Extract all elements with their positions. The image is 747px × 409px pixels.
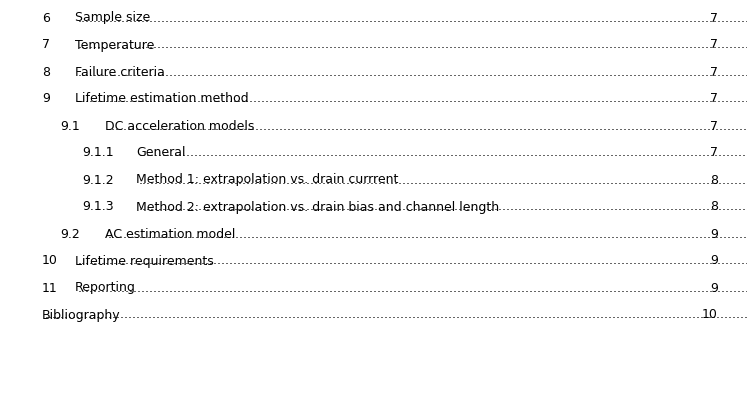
Text: 8: 8 — [710, 173, 718, 186]
Text: 9.1.1: 9.1.1 — [82, 146, 114, 159]
Text: 9.1.2: 9.1.2 — [82, 173, 114, 186]
Text: AC estimation model: AC estimation model — [105, 227, 235, 240]
Text: 7: 7 — [710, 38, 718, 52]
Text: 9: 9 — [42, 92, 50, 105]
Text: 9: 9 — [710, 254, 718, 267]
Text: 7: 7 — [710, 92, 718, 105]
Text: ................................................................................: ........................................… — [139, 173, 747, 186]
Text: 7: 7 — [710, 119, 718, 132]
Text: 11: 11 — [42, 281, 58, 294]
Text: 7: 7 — [710, 11, 718, 25]
Text: 9.1.3: 9.1.3 — [82, 200, 114, 213]
Text: 7: 7 — [710, 146, 718, 159]
Text: Method 2: extrapolation vs. drain bias and channel length: Method 2: extrapolation vs. drain bias a… — [136, 200, 499, 213]
Text: ................................................................................: ........................................… — [108, 119, 747, 132]
Text: 6: 6 — [42, 11, 50, 25]
Text: ................................................................................: ........................................… — [78, 38, 747, 52]
Text: 9.2: 9.2 — [60, 227, 80, 240]
Text: Method 1: extrapolation vs. drain currrent: Method 1: extrapolation vs. drain currre… — [136, 173, 398, 186]
Text: ................................................................................: ........................................… — [78, 92, 747, 105]
Text: 9: 9 — [710, 227, 718, 240]
Text: 7: 7 — [710, 65, 718, 78]
Text: ................................................................................: ........................................… — [78, 11, 747, 25]
Text: ................................................................................: ........................................… — [78, 254, 747, 267]
Text: ................................................................................: ........................................… — [45, 308, 747, 321]
Text: 7: 7 — [42, 38, 50, 52]
Text: 9: 9 — [710, 281, 718, 294]
Text: General: General — [136, 146, 185, 159]
Text: ................................................................................: ........................................… — [108, 227, 747, 240]
Text: Sample size: Sample size — [75, 11, 150, 25]
Text: Lifetime requirements: Lifetime requirements — [75, 254, 214, 267]
Text: ................................................................................: ........................................… — [78, 65, 747, 78]
Text: Reporting: Reporting — [75, 281, 136, 294]
Text: 8: 8 — [42, 65, 50, 78]
Text: DC acceleration models: DC acceleration models — [105, 119, 255, 132]
Text: 10: 10 — [702, 308, 718, 321]
Text: ................................................................................: ........................................… — [139, 200, 747, 213]
Text: ................................................................................: ........................................… — [139, 146, 747, 159]
Text: Temperature: Temperature — [75, 38, 155, 52]
Text: ................................................................................: ........................................… — [78, 281, 747, 294]
Text: 9.1: 9.1 — [60, 119, 80, 132]
Text: Bibliography: Bibliography — [42, 308, 120, 321]
Text: 10: 10 — [42, 254, 58, 267]
Text: Failure criteria: Failure criteria — [75, 65, 165, 78]
Text: Lifetime estimation method: Lifetime estimation method — [75, 92, 249, 105]
Text: 8: 8 — [710, 200, 718, 213]
